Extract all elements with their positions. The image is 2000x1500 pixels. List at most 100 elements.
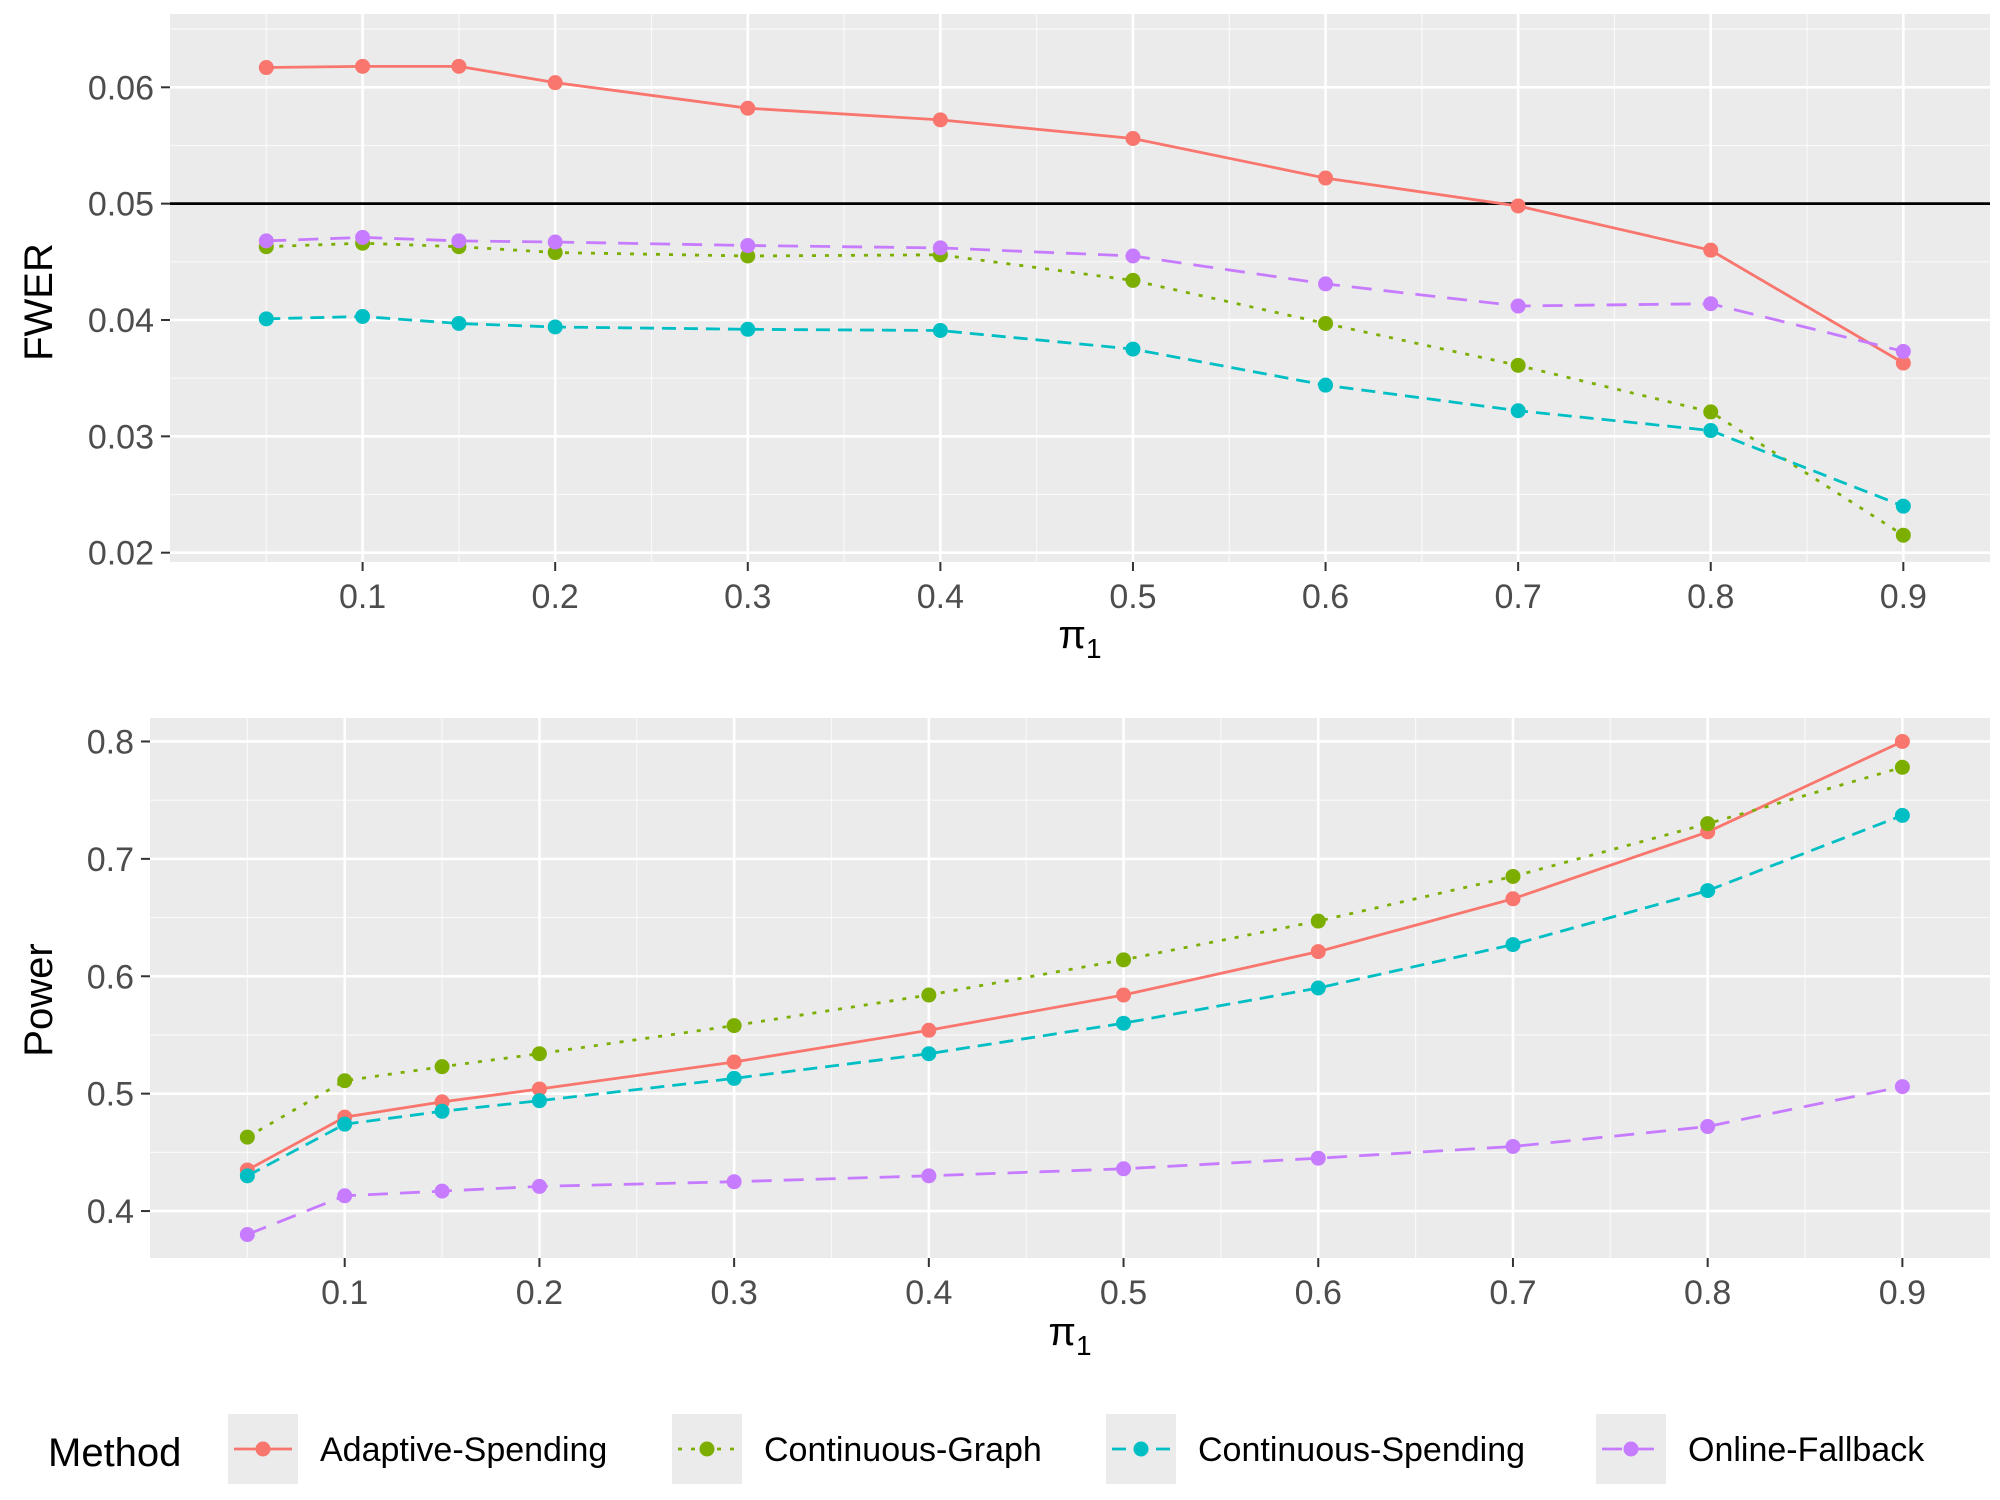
x-tick-label: 0.7 — [1489, 1274, 1536, 1312]
data-point — [726, 1070, 742, 1086]
data-point — [1125, 341, 1141, 357]
y-tick-label: 0.02 — [88, 535, 154, 573]
data-point — [921, 987, 937, 1003]
legend-label: Adaptive-Spending — [320, 1431, 607, 1469]
series-line — [266, 241, 1905, 537]
data-point — [1700, 816, 1716, 832]
x-tick-label: 0.1 — [339, 578, 386, 616]
data-point — [932, 322, 948, 338]
x-axis-title: π1 — [1058, 613, 1101, 664]
data-point — [1510, 357, 1526, 373]
x-tick-label: 0.4 — [905, 1274, 952, 1312]
data-point — [921, 1168, 937, 1184]
data-point — [1505, 1138, 1521, 1154]
data-point — [1125, 272, 1141, 288]
y-tick-label: 0.06 — [88, 69, 154, 107]
data-point — [531, 1093, 547, 1109]
x-tick-label: 0.6 — [1295, 1274, 1342, 1312]
data-point — [1505, 891, 1521, 907]
data-point — [355, 229, 371, 245]
minor-gridlines — [170, 14, 1990, 562]
data-point — [921, 1046, 937, 1062]
data-point — [932, 240, 948, 256]
y-axis-title: FWER — [17, 243, 61, 361]
x-axis-title: π1 — [1048, 1310, 1091, 1361]
power-panel: 0.1 0.2 0.3 0.4 0.5 0.6 0.7 0.8 0.9 0.4 0.5 0.6 0.7 0… — [17, 718, 1990, 1361]
x-tick-label: 0.2 — [516, 1274, 563, 1312]
x-tick-label: 0.9 — [1880, 578, 1927, 616]
data-point — [547, 319, 563, 335]
x-tick-label: 0.5 — [1100, 1274, 1147, 1312]
y-axis-title: Power — [17, 943, 61, 1056]
y-tick-label: 0.8 — [87, 723, 134, 761]
x-tick-label: 0.3 — [710, 1274, 757, 1312]
legend-label: Continuous-Spending — [1198, 1431, 1525, 1469]
data-point — [1895, 355, 1911, 371]
series-adaptive-spending — [258, 58, 1911, 371]
data-point — [434, 1059, 450, 1075]
x-tick-label: 0.1 — [321, 1274, 368, 1312]
y-tick-label: 0.5 — [87, 1076, 134, 1114]
data-point — [1318, 276, 1334, 292]
data-point — [1116, 1161, 1132, 1177]
legend-label: Online-Fallback — [1688, 1431, 1925, 1469]
data-point — [451, 233, 467, 249]
legend-item-continuous-spending: Continuous-Spending — [1106, 1414, 1525, 1484]
data-point — [726, 1174, 742, 1190]
data-point — [1703, 296, 1719, 312]
data-point — [1116, 952, 1132, 968]
data-point — [434, 1183, 450, 1199]
data-point — [726, 1018, 742, 1034]
data-point — [258, 60, 274, 76]
data-point — [1318, 315, 1334, 331]
fwer-panel: 0.1 0.2 0.3 0.4 0.5 0.6 0.7 0.8 0.9 0.02 0.03 0.04 0… — [17, 14, 1990, 664]
data-point — [1510, 403, 1526, 419]
data-point — [1310, 980, 1326, 996]
data-point — [1895, 527, 1911, 543]
data-point — [1895, 343, 1911, 359]
data-point — [1310, 913, 1326, 929]
data-point — [1703, 404, 1719, 420]
x-tick-label: 0.2 — [532, 578, 579, 616]
y-tick-label: 0.4 — [87, 1193, 134, 1231]
legend-label: Continuous-Graph — [764, 1431, 1042, 1469]
data-point — [451, 315, 467, 331]
series-continuous-spending — [258, 309, 1911, 514]
data-point — [547, 245, 563, 261]
data-point — [451, 58, 467, 74]
minor-gridlines — [150, 718, 1990, 1258]
x-tick-label: 0.8 — [1684, 1274, 1731, 1312]
legend: Method Adaptive-Spending Continuous-Graph C… — [48, 1414, 1925, 1484]
data-point — [1894, 759, 1910, 775]
legend-key-point — [255, 1441, 271, 1457]
data-point — [1703, 423, 1719, 439]
x-tick-label: 0.8 — [1687, 578, 1734, 616]
x-tick-label: 0.9 — [1879, 1274, 1926, 1312]
data-point — [1505, 868, 1521, 884]
data-point — [239, 1129, 255, 1145]
legend-item-continuous-graph: Continuous-Graph — [672, 1414, 1042, 1484]
data-point — [1310, 944, 1326, 960]
data-point — [258, 311, 274, 327]
data-point — [531, 1081, 547, 1097]
series-continuous-spending — [239, 807, 1910, 1184]
data-point — [547, 234, 563, 250]
data-point — [1510, 298, 1526, 314]
y-tick-label: 0.04 — [88, 302, 154, 340]
x-tick-label: 0.4 — [917, 578, 964, 616]
series-continuous-graph — [239, 759, 1910, 1145]
data-point — [337, 1116, 353, 1132]
legend-key-point — [1133, 1441, 1149, 1457]
data-point — [1125, 248, 1141, 264]
series-adaptive-spending — [239, 733, 1910, 1178]
series-line — [266, 315, 1904, 508]
data-point — [1700, 1119, 1716, 1135]
legend-key-point — [1623, 1441, 1639, 1457]
data-point — [740, 238, 756, 254]
data-point — [740, 321, 756, 337]
data-point — [1318, 170, 1334, 186]
data-point — [355, 58, 371, 74]
legend-title: Method — [48, 1431, 181, 1475]
x-tick-label: 0.7 — [1495, 578, 1542, 616]
